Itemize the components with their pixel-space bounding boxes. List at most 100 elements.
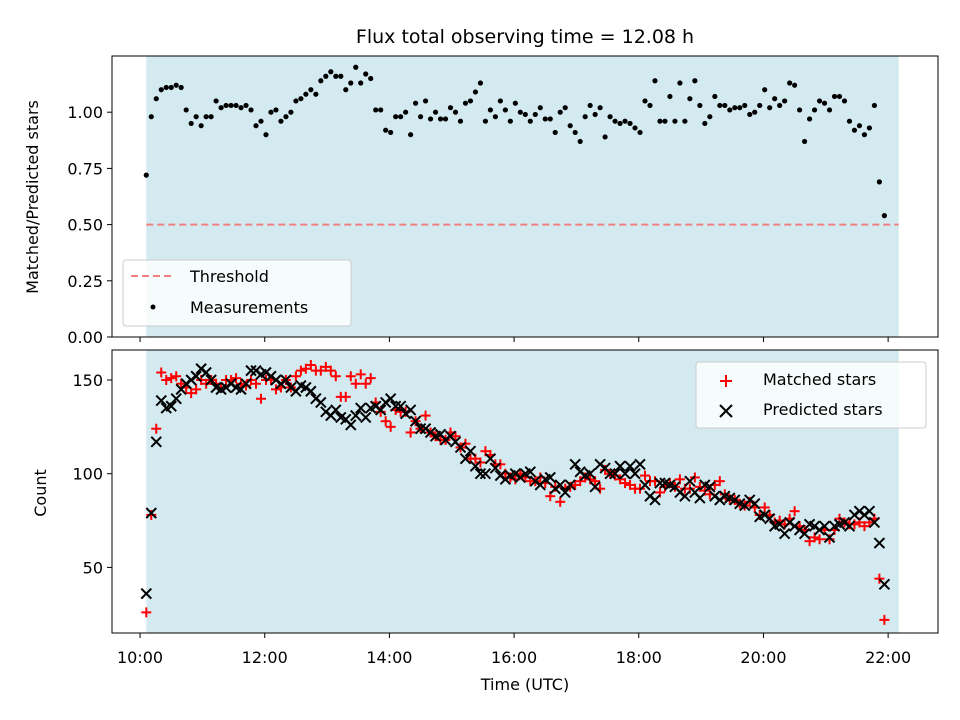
predicted-star-point xyxy=(564,479,576,491)
predicted-star-point xyxy=(155,394,167,407)
predicted-star-point xyxy=(305,385,317,397)
measurement-point xyxy=(806,116,813,122)
measurement-point xyxy=(542,116,548,122)
measurement-point xyxy=(522,111,528,118)
measurement-point xyxy=(657,118,663,124)
matched-star-point xyxy=(555,496,566,507)
matched-star-point xyxy=(255,393,266,404)
matched-star-point xyxy=(231,373,242,384)
predicted-star-point xyxy=(569,458,581,471)
predicted-star-point xyxy=(190,370,202,382)
matched-star-point xyxy=(330,371,341,382)
measurement-point xyxy=(338,73,344,79)
chart-title: Flux total observing time = 12.08 h xyxy=(356,26,694,48)
measurement-point xyxy=(173,82,179,88)
x-tick-label: 16:00 xyxy=(491,648,537,667)
matched-star-point xyxy=(405,427,416,438)
measurement-point xyxy=(452,109,459,115)
matched-star-point xyxy=(385,421,396,432)
matched-star-point xyxy=(345,371,356,382)
matched-star-point xyxy=(565,481,576,492)
measurement-point xyxy=(607,114,613,120)
measurement-point xyxy=(208,114,214,120)
measurement-point xyxy=(193,114,199,120)
matched-star-point xyxy=(171,371,182,382)
measurement-point xyxy=(507,118,513,124)
measurement-point xyxy=(557,109,563,115)
measurement-point xyxy=(871,102,878,109)
predicted-star-point xyxy=(414,423,427,435)
measurement-point xyxy=(856,123,863,129)
measurement-point xyxy=(602,134,608,140)
predicted-star-point xyxy=(584,467,596,480)
measurement-point xyxy=(717,102,723,109)
matched-star-point xyxy=(620,478,631,489)
predicted-star-point xyxy=(873,537,886,549)
predicted-star-point xyxy=(355,402,367,414)
predicted-star-point xyxy=(773,518,786,531)
matched-star-point xyxy=(814,534,825,545)
matched-star-point xyxy=(874,573,885,584)
measurement-point xyxy=(388,129,394,136)
measurement-point xyxy=(737,105,743,111)
predicted-star-point xyxy=(823,531,836,544)
measurement-point xyxy=(198,123,204,129)
measurement-point xyxy=(792,82,798,88)
count-legend: Matched stars Predicted stars xyxy=(695,361,927,429)
measurement-point xyxy=(153,96,159,102)
matched-star-point xyxy=(156,367,167,378)
measurement-points xyxy=(143,64,887,219)
ratio-y-axis-label: Matched/Predicted stars xyxy=(23,100,42,294)
predicted-star-point xyxy=(409,415,422,427)
matched-star-point xyxy=(166,373,177,384)
predicted-star-point xyxy=(330,404,342,416)
predicted-star-point xyxy=(634,458,646,471)
matched-star-point xyxy=(380,416,391,427)
measurement-point xyxy=(777,102,783,109)
matched-star-point xyxy=(216,382,227,393)
measurement-point xyxy=(797,107,803,113)
measurement-point xyxy=(328,69,334,75)
predicted-star-point xyxy=(345,419,357,431)
predicted-star-point xyxy=(624,460,636,472)
measurement-point xyxy=(447,105,454,111)
predicted-star-point xyxy=(684,475,696,487)
measurements-legend-swatch xyxy=(150,304,156,310)
measurement-point xyxy=(537,105,543,111)
measurement-point xyxy=(412,100,419,106)
measurement-point xyxy=(283,114,289,120)
measurement-point xyxy=(228,102,234,109)
predicted-star-point xyxy=(360,411,372,424)
measurement-point xyxy=(318,78,324,84)
measurement-point xyxy=(512,100,518,106)
x-tick-label: 12:00 xyxy=(242,648,288,667)
measurement-point xyxy=(866,125,873,131)
predicted-star-point xyxy=(145,507,157,519)
measurement-point xyxy=(373,107,379,113)
y-tick-label: 0.75 xyxy=(67,159,103,178)
measurement-point xyxy=(757,102,763,109)
predicted-star-point xyxy=(619,467,631,480)
measurement-point xyxy=(881,213,887,219)
predicted-star-point xyxy=(778,527,791,540)
measurement-point xyxy=(158,87,164,93)
matched-star-point xyxy=(251,378,262,389)
predicted-star-point xyxy=(798,527,811,540)
count-axis-ticks: 50 100 150 xyxy=(72,371,889,638)
y-tick-label: 100 xyxy=(72,465,103,484)
predicted-star-point xyxy=(469,460,482,472)
predicted-star-point xyxy=(205,374,217,386)
measurement-point xyxy=(826,107,833,113)
predicted-star-point xyxy=(629,467,641,480)
y-tick-label: 0.00 xyxy=(67,328,103,347)
measurement-point xyxy=(238,105,244,111)
measurement-point xyxy=(677,80,683,86)
predicted-star-point xyxy=(554,479,566,491)
measurement-point xyxy=(647,102,653,109)
measurement-point xyxy=(298,96,304,102)
measurement-point xyxy=(472,89,479,95)
count-legend-box xyxy=(695,361,927,429)
measurement-point xyxy=(782,98,788,104)
count-y-axis-label: Count xyxy=(31,469,50,517)
measurement-point xyxy=(323,73,329,79)
